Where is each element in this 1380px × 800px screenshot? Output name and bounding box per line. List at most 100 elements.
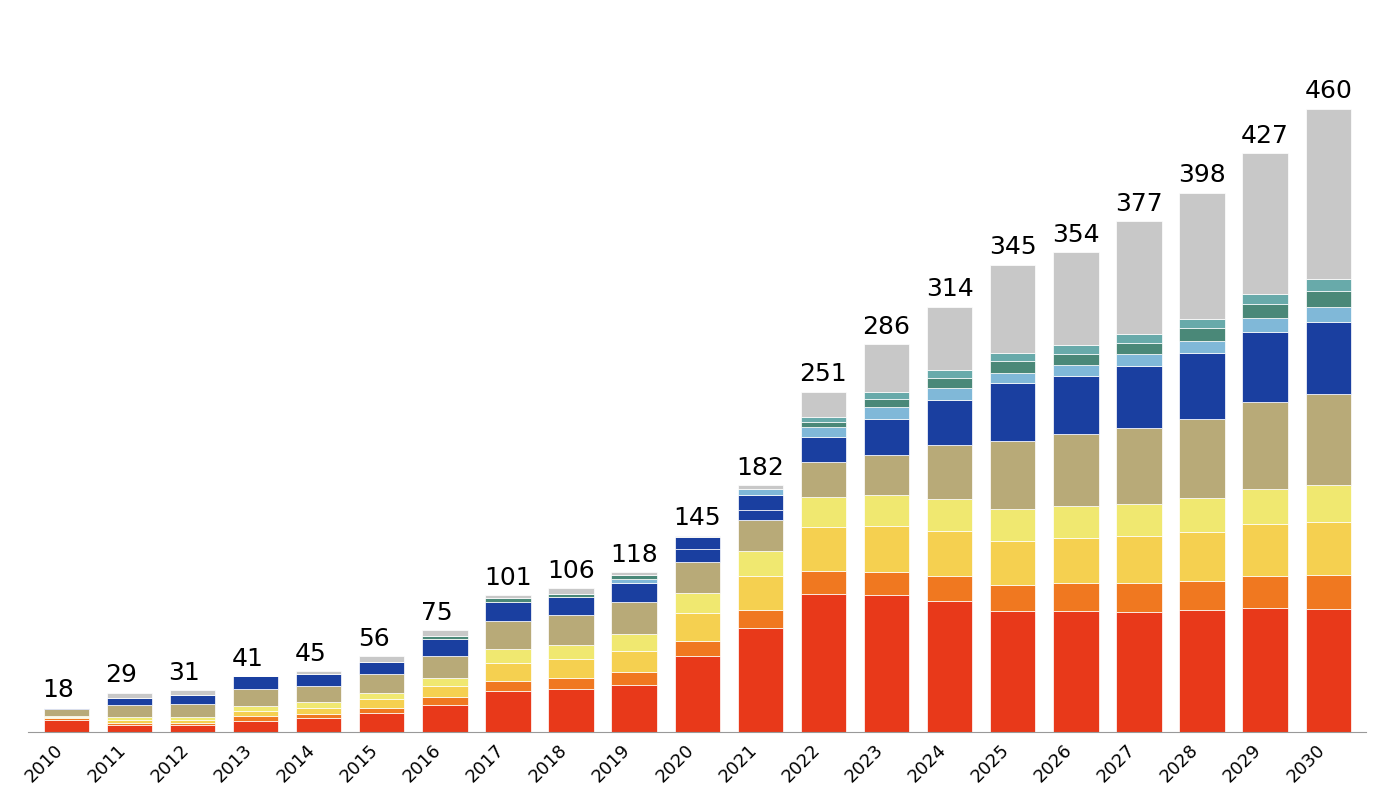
Bar: [800, 417, 846, 422]
Bar: [1053, 376, 1098, 434]
Bar: [864, 595, 909, 732]
Bar: [1180, 328, 1225, 341]
Bar: [44, 709, 88, 716]
Bar: [1180, 610, 1225, 732]
Bar: [1116, 342, 1162, 354]
Bar: [800, 392, 846, 417]
Bar: [675, 656, 720, 732]
Bar: [927, 601, 973, 732]
Bar: [44, 716, 88, 717]
Bar: [1180, 341, 1225, 354]
Bar: [422, 678, 468, 686]
Bar: [106, 722, 152, 726]
Bar: [486, 650, 531, 663]
Bar: [1180, 193, 1225, 318]
Text: 118: 118: [610, 542, 658, 566]
Bar: [800, 437, 846, 462]
Bar: [611, 572, 657, 575]
Bar: [1053, 346, 1098, 354]
Text: 398: 398: [1179, 163, 1225, 187]
Bar: [1053, 434, 1098, 506]
Bar: [1305, 522, 1351, 575]
Bar: [170, 703, 215, 717]
Bar: [233, 706, 279, 710]
Bar: [738, 486, 782, 489]
Bar: [486, 602, 531, 621]
Bar: [295, 702, 341, 708]
Bar: [1242, 524, 1288, 576]
Bar: [1116, 366, 1162, 429]
Text: 460: 460: [1304, 79, 1352, 103]
Bar: [1242, 576, 1288, 608]
Bar: [800, 422, 846, 427]
Bar: [359, 662, 404, 674]
Bar: [295, 686, 341, 702]
Bar: [1305, 291, 1351, 307]
Bar: [1116, 429, 1162, 504]
Bar: [548, 646, 593, 659]
Bar: [989, 361, 1035, 373]
Bar: [927, 306, 973, 370]
Text: 354: 354: [1052, 223, 1100, 247]
Bar: [927, 576, 973, 601]
Bar: [927, 530, 973, 576]
Bar: [422, 697, 468, 705]
Bar: [1180, 581, 1225, 610]
Bar: [927, 499, 973, 530]
Bar: [800, 594, 846, 732]
Text: 41: 41: [232, 647, 264, 671]
Bar: [1053, 538, 1098, 583]
Bar: [359, 699, 404, 708]
Bar: [1242, 318, 1288, 332]
Text: 286: 286: [862, 315, 911, 339]
Text: 314: 314: [926, 277, 973, 301]
Text: 377: 377: [1115, 192, 1162, 216]
Bar: [927, 378, 973, 389]
Bar: [170, 690, 215, 695]
Text: 45: 45: [295, 642, 327, 666]
Bar: [927, 400, 973, 446]
Bar: [486, 621, 531, 650]
Bar: [548, 689, 593, 732]
Bar: [1180, 318, 1225, 328]
Text: 56: 56: [357, 626, 389, 650]
Bar: [106, 705, 152, 717]
Bar: [486, 663, 531, 681]
Bar: [675, 593, 720, 613]
Bar: [738, 495, 782, 510]
Bar: [927, 370, 973, 378]
Bar: [44, 720, 88, 732]
Bar: [1053, 610, 1098, 732]
Bar: [106, 717, 152, 720]
Bar: [233, 721, 279, 732]
Bar: [233, 677, 279, 690]
Bar: [738, 489, 782, 495]
Bar: [359, 713, 404, 732]
Bar: [422, 656, 468, 678]
Bar: [1242, 332, 1288, 402]
Text: 345: 345: [989, 235, 1036, 259]
Text: 106: 106: [546, 559, 595, 583]
Bar: [800, 427, 846, 437]
Bar: [170, 722, 215, 726]
Bar: [738, 519, 782, 551]
Text: 18: 18: [43, 678, 75, 702]
Bar: [864, 407, 909, 419]
Bar: [295, 671, 341, 674]
Bar: [170, 726, 215, 732]
Bar: [611, 634, 657, 650]
Bar: [548, 588, 593, 594]
Bar: [864, 419, 909, 455]
Bar: [1242, 402, 1288, 489]
Bar: [548, 594, 593, 597]
Bar: [1305, 610, 1351, 732]
Bar: [738, 551, 782, 576]
Bar: [422, 705, 468, 732]
Bar: [611, 583, 657, 602]
Bar: [611, 602, 657, 634]
Bar: [800, 527, 846, 571]
Bar: [548, 597, 593, 615]
Bar: [422, 686, 468, 697]
Bar: [989, 585, 1035, 611]
Bar: [1180, 498, 1225, 532]
